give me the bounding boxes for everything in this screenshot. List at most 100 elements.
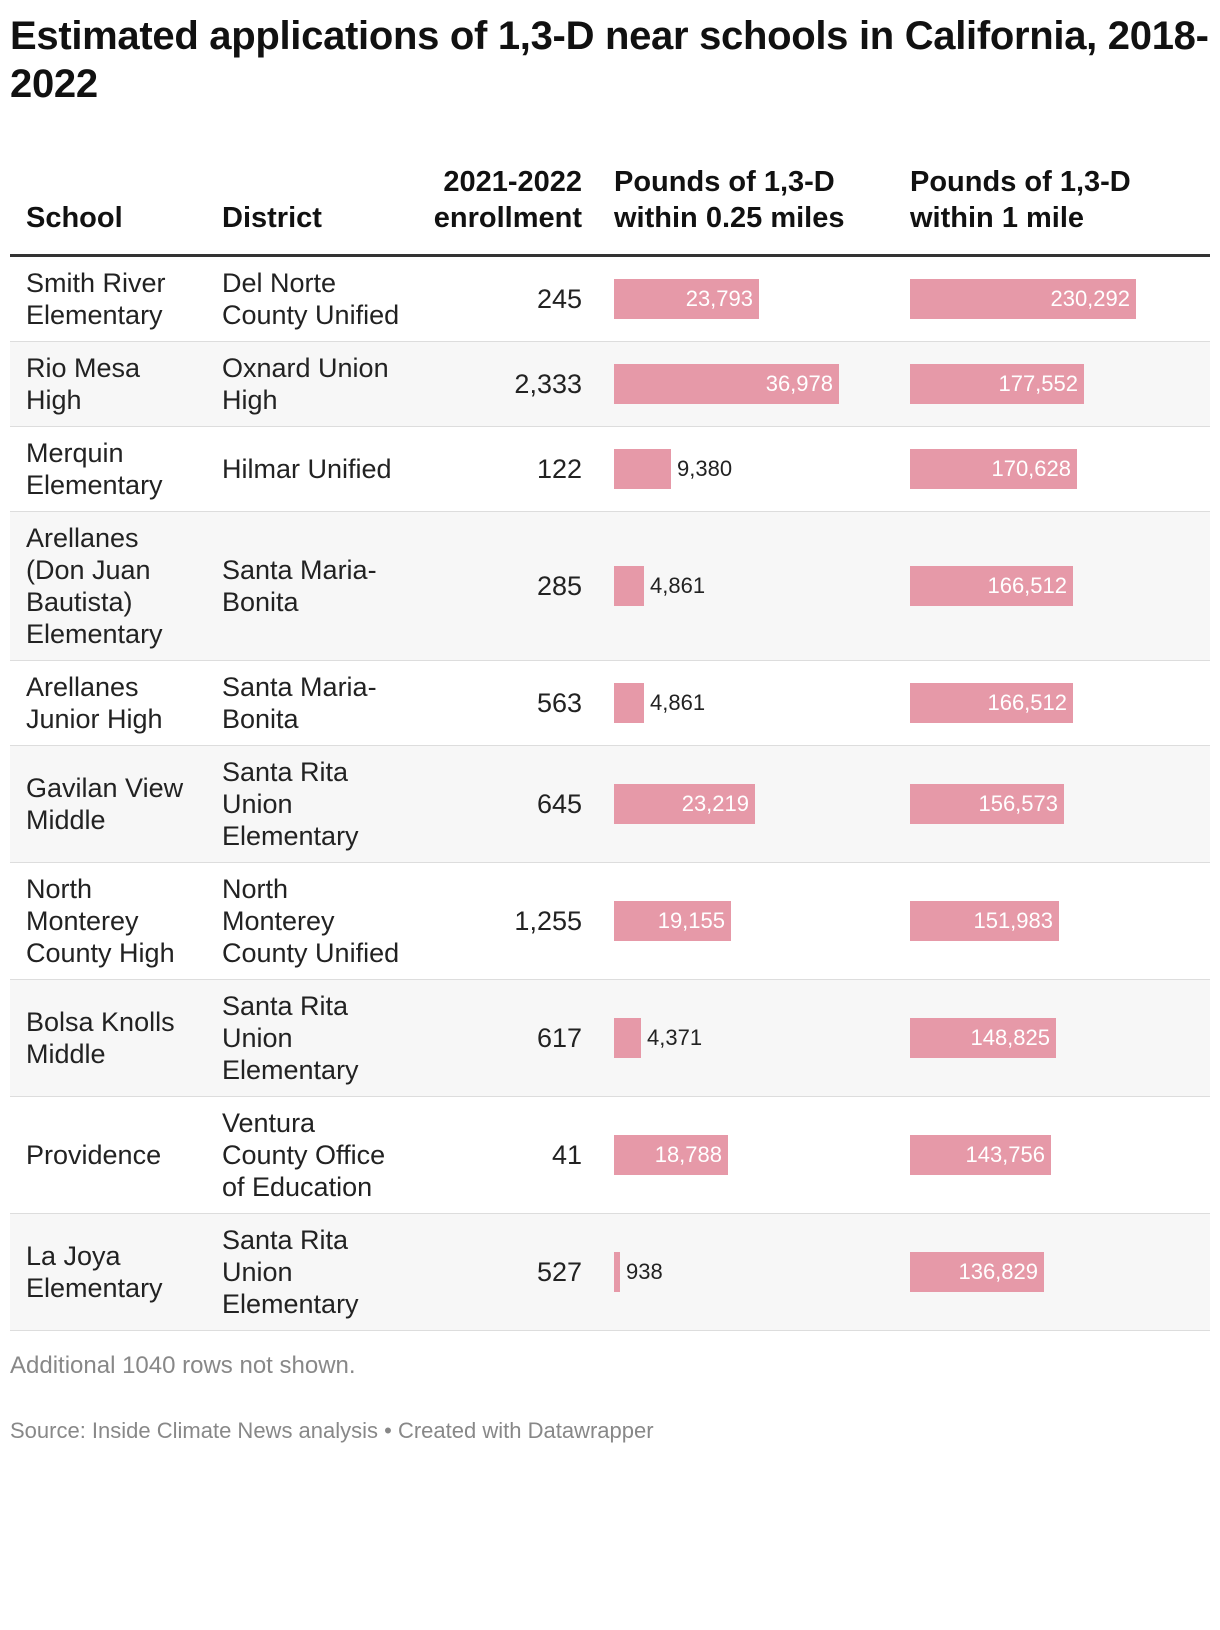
cell-within-025-miles: 19,155 bbox=[598, 863, 894, 980]
table-row: La Joya Elementary Santa Rita Union Eleme… bbox=[10, 1213, 1210, 1331]
bar-cell-within-1-mile: 170,628 bbox=[910, 449, 1077, 489]
bar-label: 170,628 bbox=[991, 456, 1071, 481]
cell-within-025-miles: 23,219 bbox=[598, 746, 894, 863]
bar-label: 230,292 bbox=[1050, 286, 1130, 311]
bar-cell-within-1-mile: 136,829 bbox=[910, 1252, 1044, 1292]
cell-district: Del Norte County Unified bbox=[222, 268, 400, 330]
cell-within-025-miles: 23,793 bbox=[598, 256, 894, 342]
bar-label: 143,756 bbox=[965, 1142, 1045, 1167]
bar-cell-within-025-miles: 23,219 bbox=[614, 784, 755, 824]
cell-district: Ventura County Office of Education bbox=[222, 1108, 386, 1202]
cell-school: North Monterey County High bbox=[26, 874, 175, 968]
header-within-1-mile[interactable]: Pounds of 1,3-D within 1 mile bbox=[910, 166, 1131, 234]
source-line: Source: Inside Climate News analysis • C… bbox=[10, 1418, 654, 1443]
bar-label: 4,371 bbox=[647, 1025, 703, 1050]
cell-enrollment: 563 bbox=[536, 688, 582, 718]
bar-cell-within-025-miles bbox=[614, 683, 644, 723]
cell-enrollment: 2,333 bbox=[514, 369, 582, 399]
cell-enrollment: 245 bbox=[536, 284, 582, 314]
table-header-row: School District 2021-2022 enrollment Pou… bbox=[10, 164, 1210, 256]
bar-cell-within-025-miles: 18,788 bbox=[614, 1135, 728, 1175]
cell-enrollment: 527 bbox=[536, 1257, 582, 1287]
bar-cell-within-1-mile: 143,756 bbox=[910, 1135, 1051, 1175]
bar-cell-within-1-mile: 177,552 bbox=[910, 364, 1084, 404]
bar-cell-within-025-miles bbox=[614, 1252, 620, 1292]
table-body: Smith River Elementary Del Norte County U… bbox=[10, 256, 1210, 1331]
bar-label: 18,788 bbox=[654, 1142, 722, 1167]
cell-enrollment: 617 bbox=[536, 1023, 582, 1053]
cell-within-025-miles: 938 bbox=[598, 1214, 894, 1331]
cell-within-025-miles: 4,861 bbox=[598, 512, 894, 661]
bar-label: 136,829 bbox=[958, 1259, 1038, 1284]
table-row: Smith River Elementary Del Norte County U… bbox=[10, 256, 1210, 342]
cell-within-025-miles: 9,380 bbox=[598, 427, 894, 512]
bar-label: 4,861 bbox=[650, 690, 706, 715]
table-row: Gavilan View Middle Santa Rita Union Elem… bbox=[10, 745, 1210, 863]
cell-enrollment: 645 bbox=[536, 789, 582, 819]
chart-title: Estimated applications of 1,3-D near sch… bbox=[10, 14, 1209, 106]
cell-within-1-mile: 143,756 bbox=[894, 1097, 1210, 1214]
table-notes: Additional 1040 rows not shown. bbox=[10, 1352, 356, 1379]
cell-enrollment: 122 bbox=[536, 454, 582, 484]
cell-district: Santa Rita Union Elementary bbox=[222, 1225, 359, 1319]
bar-cell-within-025-miles: 19,155 bbox=[614, 901, 731, 941]
cell-school: Bolsa Knolls Middle bbox=[26, 1007, 175, 1069]
bar-cell-within-025-miles bbox=[614, 1018, 641, 1058]
bar-label: 148,825 bbox=[970, 1025, 1050, 1050]
cell-within-025-miles: 4,861 bbox=[598, 661, 894, 746]
table-row: Arellanes Junior High Santa Maria-Bonita 5… bbox=[10, 661, 1210, 746]
cell-enrollment: 285 bbox=[536, 571, 582, 601]
bar-label: 156,573 bbox=[978, 791, 1058, 816]
cell-district: Santa Rita Union Elementary bbox=[222, 757, 359, 851]
bar-label: 177,552 bbox=[998, 371, 1078, 396]
cell-school: Smith River Elementary bbox=[26, 268, 166, 330]
bar-label: 36,978 bbox=[765, 371, 833, 396]
cell-within-1-mile: 148,825 bbox=[894, 980, 1210, 1097]
cell-enrollment: 41 bbox=[551, 1140, 582, 1170]
cell-within-1-mile: 170,628 bbox=[894, 427, 1210, 512]
cell-school: Arellanes Junior High bbox=[26, 672, 163, 734]
cell-school: Arellanes (Don Juan Bautista) Elementary bbox=[26, 523, 163, 649]
cell-district: Oxnard Union High bbox=[222, 353, 389, 415]
bar-label: 23,219 bbox=[681, 791, 749, 816]
data-table: School District 2021-2022 enrollment Pou… bbox=[10, 164, 1210, 1331]
cell-within-025-miles: 36,978 bbox=[598, 342, 894, 427]
cell-within-1-mile: 151,983 bbox=[894, 863, 1210, 980]
bar-cell-within-1-mile: 166,512 bbox=[910, 683, 1073, 723]
cell-school: Merquin Elementary bbox=[26, 438, 163, 500]
bar-label: 166,512 bbox=[987, 573, 1067, 598]
header-enrollment[interactable]: 2021-2022 enrollment bbox=[433, 166, 582, 234]
bar-label: 151,983 bbox=[973, 908, 1053, 933]
cell-district: Hilmar Unified bbox=[222, 454, 392, 484]
table-row: North Monterey County High North Monterey… bbox=[10, 863, 1210, 980]
bar-label: 938 bbox=[626, 1259, 663, 1284]
bar-cell-within-1-mile: 148,825 bbox=[910, 1018, 1056, 1058]
cell-enrollment: 1,255 bbox=[514, 906, 582, 936]
table-row: Merquin Elementary Hilmar Unified 122 9,380… bbox=[10, 427, 1210, 512]
table-row: Arellanes (Don Juan Bautista) Elementary… bbox=[10, 511, 1210, 661]
cell-within-025-miles: 18,788 bbox=[598, 1097, 894, 1214]
bar-label: 166,512 bbox=[987, 690, 1067, 715]
bar-label: 19,155 bbox=[657, 908, 725, 933]
bar-cell-within-025-miles: 23,793 bbox=[614, 279, 759, 319]
cell-within-1-mile: 166,512 bbox=[894, 661, 1210, 746]
cell-district: Santa Maria-Bonita bbox=[222, 672, 377, 734]
cell-district: North Monterey County Unified bbox=[222, 874, 400, 968]
bar-cell-within-025-miles bbox=[614, 566, 644, 606]
bar-cell-within-1-mile: 166,512 bbox=[910, 566, 1073, 606]
header-within-025-miles[interactable]: Pounds of 1,3-D within 0.25 miles bbox=[614, 166, 845, 234]
bar-cell-within-1-mile: 151,983 bbox=[910, 901, 1059, 941]
header-district[interactable]: District bbox=[222, 202, 322, 234]
cell-within-1-mile: 177,552 bbox=[894, 342, 1210, 427]
cell-within-1-mile: 136,829 bbox=[894, 1214, 1210, 1331]
chart-container: Estimated applications of 1,3-D near sch… bbox=[10, 14, 1210, 1443]
bar-cell-within-1-mile: 230,292 bbox=[910, 279, 1136, 319]
bar-label: 9,380 bbox=[677, 456, 733, 481]
header-school[interactable]: School bbox=[26, 202, 123, 234]
cell-school: Gavilan View Middle bbox=[26, 773, 184, 835]
cell-within-1-mile: 230,292 bbox=[894, 256, 1210, 342]
table-row: Rio Mesa High Oxnard Union High 2,333 36,97… bbox=[10, 341, 1210, 427]
cell-within-1-mile: 156,573 bbox=[894, 746, 1210, 863]
cell-within-1-mile: 166,512 bbox=[894, 512, 1210, 661]
cell-district: Santa Maria-Bonita bbox=[222, 555, 377, 617]
